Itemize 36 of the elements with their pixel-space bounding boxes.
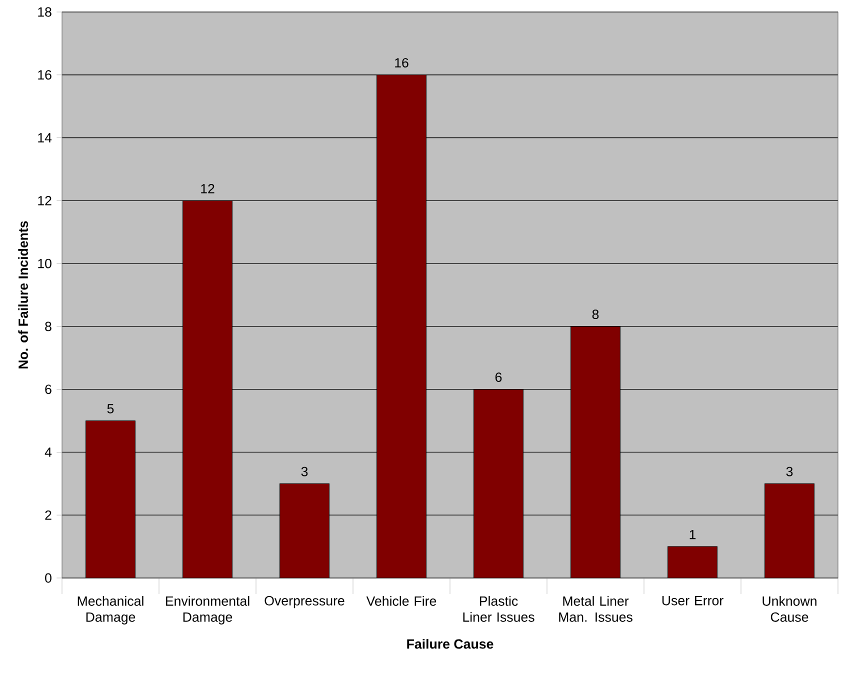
x-tick-label: User Error: [662, 596, 724, 606]
y-tick-label: 0: [45, 573, 52, 583]
x-tick-label: Plastic Liner Issues: [463, 596, 534, 622]
x-tick-label: Unknown Cause: [762, 596, 816, 622]
y-tick-label: 12: [38, 196, 52, 206]
bar: [376, 74, 426, 578]
x-tick-label: Mechanical Damage: [78, 596, 144, 624]
bar: [764, 483, 814, 578]
bar: [570, 326, 620, 578]
y-tick-label: 18: [38, 7, 52, 17]
data-label: 16: [395, 58, 408, 68]
bar: [668, 546, 718, 578]
x-tick-label: Vehicle Fire: [366, 596, 436, 606]
bar: [280, 483, 330, 578]
data-label: 3: [786, 466, 793, 476]
x-tick-label: Overpressure: [264, 596, 344, 608]
bar: [474, 389, 524, 578]
y-tick-label: 8: [45, 322, 52, 332]
y-tick-label: 4: [44, 448, 52, 457]
y-tick-label: 6: [45, 384, 52, 394]
x-axis-title: Failure Cause: [407, 638, 494, 649]
data-label: 3: [301, 466, 308, 476]
bar: [182, 200, 232, 578]
y-tick-label: 14: [38, 133, 52, 142]
data-label: 6: [495, 372, 502, 382]
x-tick-label: Environmental Damage: [166, 596, 250, 624]
y-tick-label: 2: [45, 510, 52, 520]
y-axis-title: No. of Failure Incidents: [18, 221, 28, 368]
x-tick-label: Metal Liner Man. Issues: [559, 596, 632, 622]
data-label: 12: [201, 184, 214, 194]
data-label: 1: [690, 530, 696, 540]
data-label: 8: [592, 310, 599, 320]
y-tick-label: 10: [38, 258, 52, 268]
data-label: 5: [107, 404, 114, 414]
bar: [86, 420, 136, 578]
y-tick-label: 16: [38, 70, 52, 80]
